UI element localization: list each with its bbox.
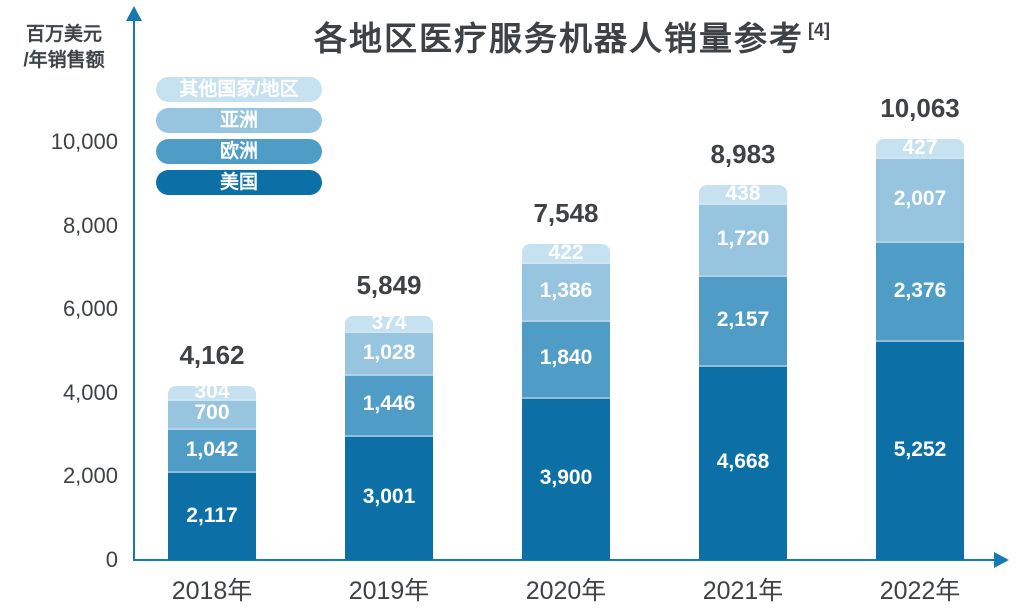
x-axis-line xyxy=(133,559,995,561)
bar-segment-asia: 1,028 xyxy=(345,331,433,375)
bar-segment-other-regions: 427 xyxy=(876,136,964,160)
bar-segment-europe: 2,376 xyxy=(876,241,964,341)
bar-segment-value: 1,720 xyxy=(716,226,770,250)
bar-segment-value: 427 xyxy=(902,136,938,160)
bar-group: 374 1,028 1,446 3,001 xyxy=(345,311,433,560)
bar-segment-other-regions: 374 xyxy=(345,311,433,334)
legend-label-asia: 亚洲 xyxy=(219,110,258,131)
bar-segment-value: 2,117 xyxy=(186,503,238,527)
y-axis-unit-line2: /年销售额 xyxy=(23,49,105,71)
bar-group: 427 2,007 2,376 5,252 xyxy=(876,136,964,560)
bar-segment-value: 1,840 xyxy=(539,346,593,370)
bar-segment-value: 3,900 xyxy=(539,466,593,490)
bar-segment-us: 2,117 xyxy=(168,471,256,560)
bar-segment-us: 3,001 xyxy=(345,434,433,560)
legend-label-europe: 欧洲 xyxy=(219,141,258,162)
y-axis-unit-line1: 百万美元 xyxy=(25,24,102,45)
legend: 其他国家/地区 亚洲欧洲美国 xyxy=(156,77,322,195)
bar-segment-europe: 1,446 xyxy=(345,374,433,435)
bar-total-label: 5,849 xyxy=(356,269,422,300)
bar-segment-value: 4,668 xyxy=(716,450,770,474)
bar-segment-asia: 700 xyxy=(168,398,256,428)
x-axis-arrow-right-icon xyxy=(994,552,1009,568)
bar-segment-value: 1,386 xyxy=(539,279,593,303)
bar-segment-value: 1,028 xyxy=(362,340,416,364)
bar-total-label: 8,983 xyxy=(710,138,776,169)
bar-segment-value: 422 xyxy=(548,241,584,265)
y-axis-line xyxy=(133,20,135,560)
bar-segment-value: 438 xyxy=(725,181,761,205)
legend-pill-europe: 欧洲 xyxy=(156,139,322,164)
bar-group: 304 700 1,042 2,117 xyxy=(168,380,256,560)
bar-segment-other-regions: 304 xyxy=(168,380,256,403)
bar-segment-us: 4,668 xyxy=(699,364,787,560)
x-axis-category-label: 2020年 xyxy=(525,577,607,605)
bar-segment-value: 2,007 xyxy=(893,187,947,211)
y-tick-label: 4,000 xyxy=(62,379,118,405)
bar-total-label: 4,162 xyxy=(179,339,245,370)
bar-segment-europe: 1,840 xyxy=(522,320,610,397)
legend-label-other-regions: 其他国家/地区 xyxy=(179,79,299,100)
bar-segment-other-regions: 438 xyxy=(699,181,787,205)
x-axis-category-label: 2021年 xyxy=(702,577,784,605)
bar-segment-asia: 1,720 xyxy=(699,202,787,275)
bar-segment-value: 304 xyxy=(194,380,230,404)
bar-segment-value: 5,252 xyxy=(893,438,947,462)
bar-group: 422 1,386 1,840 3,900 xyxy=(522,241,610,560)
bar-segment-value: 1,042 xyxy=(185,437,239,461)
bar-segment-asia: 1,386 xyxy=(522,262,610,321)
bar-segment-value: 2,157 xyxy=(716,307,770,331)
bar-group: 438 1,720 2,157 4,668 xyxy=(699,181,787,560)
bar-segment-value: 3,001 xyxy=(362,485,416,509)
bar-segment-asia: 2,007 xyxy=(876,157,964,242)
y-tick-label: 10,000 xyxy=(50,129,118,154)
bar-segment-value: 700 xyxy=(194,401,230,425)
bar-segment-europe: 1,042 xyxy=(168,427,256,472)
bar-segment-value: 2,376 xyxy=(893,278,947,302)
x-axis-category-label: 2019年 xyxy=(348,577,430,605)
x-axis-category-label: 2018年 xyxy=(171,577,253,605)
bar-segment-value: 374 xyxy=(371,311,407,335)
chart-title-text: 各地区医疗服务机器人销量参考 xyxy=(314,20,804,57)
chart-title-superscript: [4] xyxy=(808,20,830,40)
legend-label-us: 美国 xyxy=(219,172,258,193)
legend-pill-asia: 亚洲 xyxy=(156,108,322,133)
y-axis-arrow-up-icon xyxy=(126,6,142,21)
chart-title: 各地区医疗服务机器人销量参考 [4] xyxy=(134,12,1010,60)
y-tick-label: 2,000 xyxy=(62,463,118,489)
legend-pill-other-regions: 其他国家/地区 xyxy=(156,77,322,102)
x-axis-category-label: 2022年 xyxy=(879,577,961,605)
bar-segment-other-regions: 422 xyxy=(522,241,610,265)
y-tick-label: 6,000 xyxy=(62,296,118,322)
bar-total-label: 10,063 xyxy=(880,93,960,124)
y-tick-label: 0 xyxy=(105,547,118,572)
bar-segment-us: 3,900 xyxy=(522,396,610,560)
bar-segment-value: 1,446 xyxy=(362,392,416,416)
y-tick-label: 8,000 xyxy=(62,212,118,238)
bar-segment-europe: 2,157 xyxy=(699,274,787,365)
y-axis-unit-label: 百万美元 /年销售额 xyxy=(6,22,122,73)
bar-segment-us: 5,252 xyxy=(876,340,964,560)
bar-total-label: 7,548 xyxy=(533,198,599,229)
legend-pill-us: 美国 xyxy=(156,170,322,195)
